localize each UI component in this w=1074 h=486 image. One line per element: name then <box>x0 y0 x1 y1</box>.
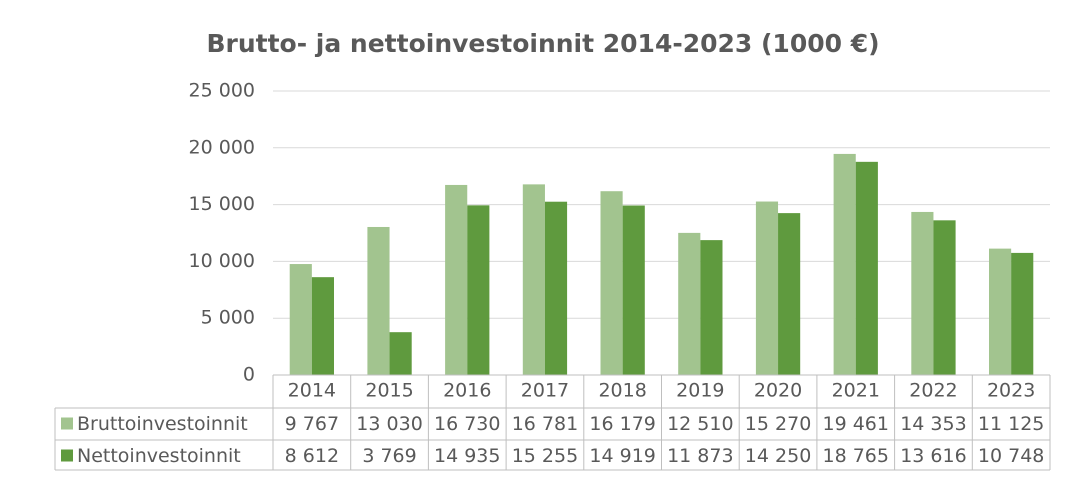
table-value: 16 730 <box>434 413 500 435</box>
table-value: 15 255 <box>512 445 578 467</box>
bar <box>933 220 956 375</box>
bar <box>622 205 645 375</box>
y-tick-label: 10 000 <box>189 250 255 272</box>
bar <box>367 226 390 375</box>
legend-label: Bruttoinvestoinnit <box>77 413 248 435</box>
bar <box>289 264 312 375</box>
table-value: 12 510 <box>667 413 733 435</box>
legend-swatch <box>61 417 73 430</box>
table-value: 14 353 <box>900 413 966 435</box>
bar <box>522 184 545 375</box>
table-value: 19 461 <box>823 413 889 435</box>
x-tick-label: 2015 <box>365 380 413 402</box>
bar <box>311 277 334 375</box>
bar <box>911 211 934 375</box>
x-tick-label: 2014 <box>288 380 336 402</box>
table-value: 10 748 <box>978 445 1044 467</box>
chart-title: Brutto- ja nettoinvestoinnit 2014-2023 (… <box>206 29 879 58</box>
y-tick-label: 5 000 <box>201 307 255 329</box>
table-value: 14 935 <box>434 445 500 467</box>
y-tick-label: 25 000 <box>189 80 255 102</box>
bar <box>678 232 701 375</box>
bar <box>778 213 801 375</box>
bar <box>389 332 412 375</box>
y-tick-label: 20 000 <box>189 136 255 158</box>
table-value: 11 125 <box>978 413 1044 435</box>
x-tick-label: 2022 <box>909 380 957 402</box>
bar <box>989 248 1012 375</box>
bar <box>855 161 878 375</box>
y-tick-label: 15 000 <box>189 193 255 215</box>
bar <box>544 201 568 375</box>
x-tick-label: 2019 <box>676 380 724 402</box>
bar <box>467 205 490 375</box>
legend-label: Nettoinvestoinnit <box>77 445 241 467</box>
x-tick-label: 2017 <box>521 380 569 402</box>
table-value: 11 873 <box>667 445 733 467</box>
bar <box>1011 252 1034 375</box>
legend-swatch <box>61 449 73 462</box>
bar <box>600 191 623 375</box>
table-value: 3 769 <box>362 445 416 467</box>
y-tick-label: 0 <box>243 364 255 386</box>
x-tick-label: 2020 <box>754 380 802 402</box>
table-value: 16 781 <box>512 413 578 435</box>
table-value: 15 270 <box>745 413 811 435</box>
x-tick-label: 2023 <box>987 380 1035 402</box>
x-tick-label: 2016 <box>443 380 491 402</box>
bar <box>755 201 779 375</box>
bar <box>700 240 723 375</box>
table-value: 14 250 <box>745 445 811 467</box>
table-value: 18 765 <box>823 445 889 467</box>
table-value: 9 767 <box>285 413 339 435</box>
x-tick-label: 2021 <box>832 380 880 402</box>
table-value: 13 616 <box>900 445 966 467</box>
bar <box>445 184 468 375</box>
table-value: 16 179 <box>589 413 655 435</box>
bar <box>833 153 856 375</box>
table-value: 14 919 <box>589 445 655 467</box>
table-value: 13 030 <box>356 413 422 435</box>
x-tick-label: 2018 <box>598 380 646 402</box>
table-value: 8 612 <box>285 445 339 467</box>
